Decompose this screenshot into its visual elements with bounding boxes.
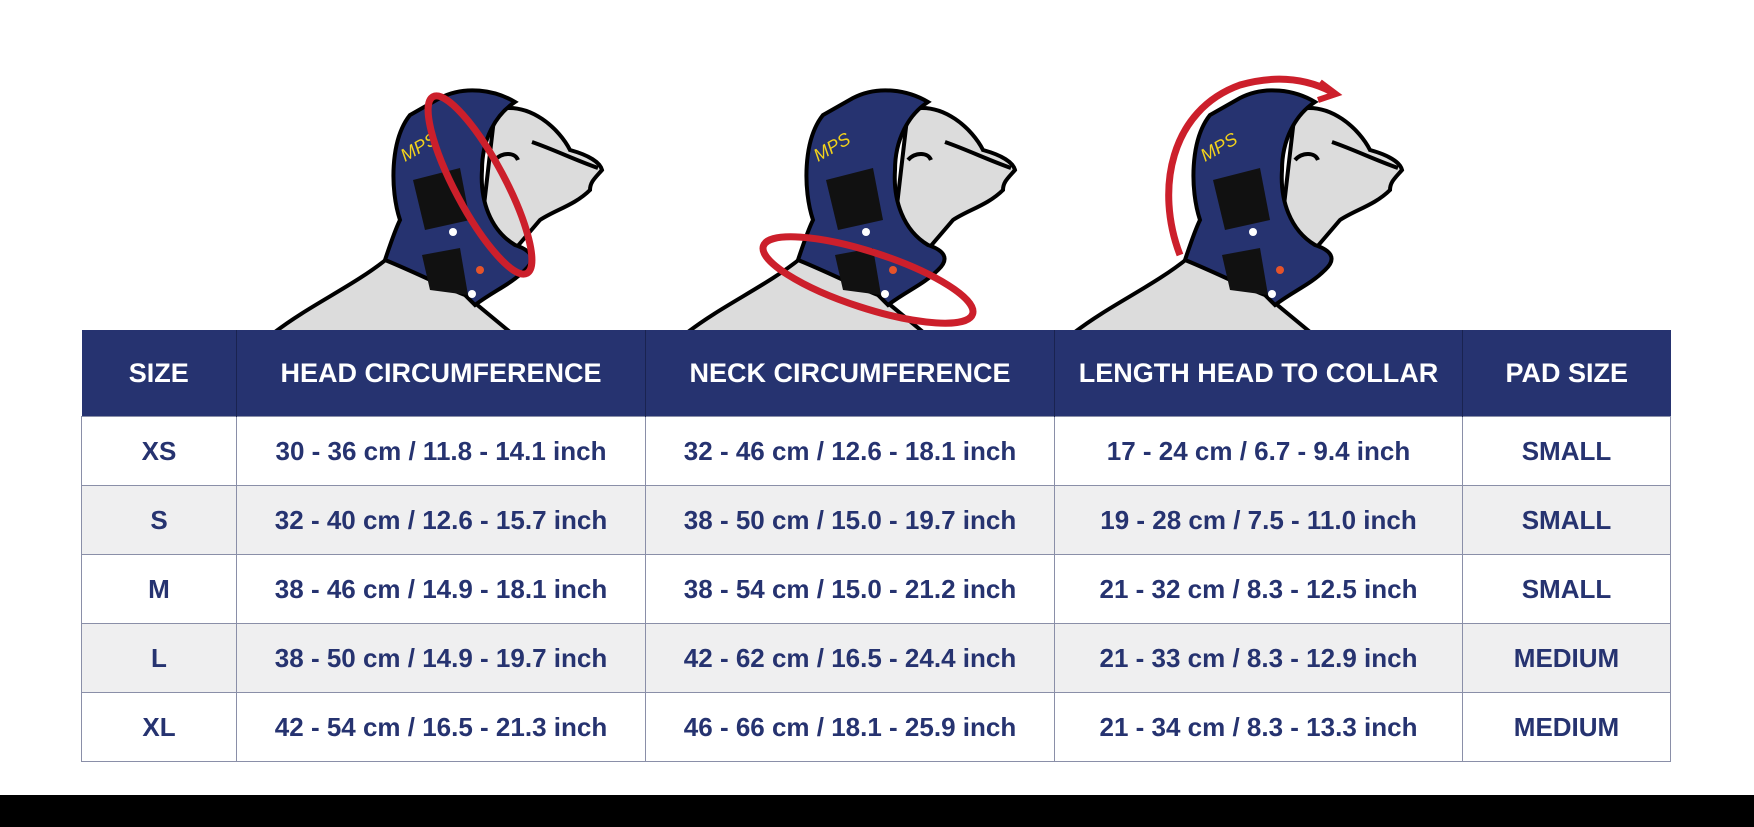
cell-pad-size: SMALL bbox=[1462, 554, 1671, 624]
size-chart-table: SIZE HEAD CIRCUMFERENCE NECK CIRCUMFEREN… bbox=[81, 330, 1671, 762]
head-circumference-illustration bbox=[273, 88, 604, 334]
cell-size: S bbox=[81, 485, 237, 555]
cell-size: M bbox=[81, 554, 237, 624]
table-row: XS 30 - 36 cm / 11.8 - 14.1 inch 32 - 46 c… bbox=[81, 416, 1671, 486]
header-size: SIZE bbox=[81, 330, 237, 417]
cell-pad-size: MEDIUM bbox=[1462, 623, 1671, 693]
cell-neck-circumference: 32 - 46 cm / 12.6 - 18.1 inch bbox=[645, 416, 1055, 486]
cell-pad-size: SMALL bbox=[1462, 485, 1671, 555]
cell-length-head-to-collar: 21 - 32 cm / 8.3 - 12.5 inch bbox=[1054, 554, 1463, 624]
table-row: M 38 - 46 cm / 14.9 - 18.1 inch 38 - 54 cm… bbox=[81, 554, 1671, 624]
cell-head-circumference: 38 - 46 cm / 14.9 - 18.1 inch bbox=[236, 554, 646, 624]
measure-arrow-icon bbox=[759, 233, 977, 327]
measure-arrow-icon bbox=[1165, 75, 1334, 257]
header-neck-circumference: NECK CIRCUMFERENCE bbox=[645, 330, 1055, 417]
measure-arrow-icon bbox=[424, 92, 536, 278]
header-pad-size: PAD SIZE bbox=[1462, 330, 1671, 417]
cell-neck-circumference: 42 - 62 cm / 16.5 - 24.4 inch bbox=[645, 623, 1055, 693]
cell-length-head-to-collar: 17 - 24 cm / 6.7 - 9.4 inch bbox=[1054, 416, 1463, 486]
table-row: L 38 - 50 cm / 14.9 - 19.7 inch 42 - 62 cm… bbox=[81, 623, 1671, 693]
table-row: XL 42 - 54 cm / 16.5 - 21.3 inch 46 - 66 c… bbox=[81, 692, 1671, 762]
bottom-bar bbox=[0, 795, 1754, 827]
cell-pad-size: MEDIUM bbox=[1462, 692, 1671, 762]
cell-pad-size: SMALL bbox=[1462, 416, 1671, 486]
table-row: S 32 - 40 cm / 12.6 - 15.7 inch 38 - 50 cm… bbox=[81, 485, 1671, 555]
cell-head-circumference: 38 - 50 cm / 14.9 - 19.7 inch bbox=[236, 623, 646, 693]
cell-length-head-to-collar: 21 - 34 cm / 8.3 - 13.3 inch bbox=[1054, 692, 1463, 762]
table-header-row: SIZE HEAD CIRCUMFERENCE NECK CIRCUMFEREN… bbox=[81, 330, 1671, 417]
header-head-circumference: HEAD CIRCUMFERENCE bbox=[236, 330, 646, 417]
length-head-to-collar-illustration bbox=[1073, 75, 1404, 334]
cell-head-circumference: 32 - 40 cm / 12.6 - 15.7 inch bbox=[236, 485, 646, 555]
cell-size: XL bbox=[81, 692, 237, 762]
cell-neck-circumference: 46 - 66 cm / 18.1 - 25.9 inch bbox=[645, 692, 1055, 762]
cell-head-circumference: 30 - 36 cm / 11.8 - 14.1 inch bbox=[236, 416, 646, 486]
cell-head-circumference: 42 - 54 cm / 16.5 - 21.3 inch bbox=[236, 692, 646, 762]
cell-neck-circumference: 38 - 54 cm / 15.0 - 21.2 inch bbox=[645, 554, 1055, 624]
cell-size: L bbox=[81, 623, 237, 693]
header-length-head-to-collar: LENGTH HEAD TO COLLAR bbox=[1054, 330, 1463, 417]
cell-size: XS bbox=[81, 416, 237, 486]
cell-length-head-to-collar: 21 - 33 cm / 8.3 - 12.9 inch bbox=[1054, 623, 1463, 693]
cell-neck-circumference: 38 - 50 cm / 15.0 - 19.7 inch bbox=[645, 485, 1055, 555]
neck-circumference-illustration bbox=[686, 88, 1017, 334]
cell-length-head-to-collar: 19 - 28 cm / 7.5 - 11.0 inch bbox=[1054, 485, 1463, 555]
